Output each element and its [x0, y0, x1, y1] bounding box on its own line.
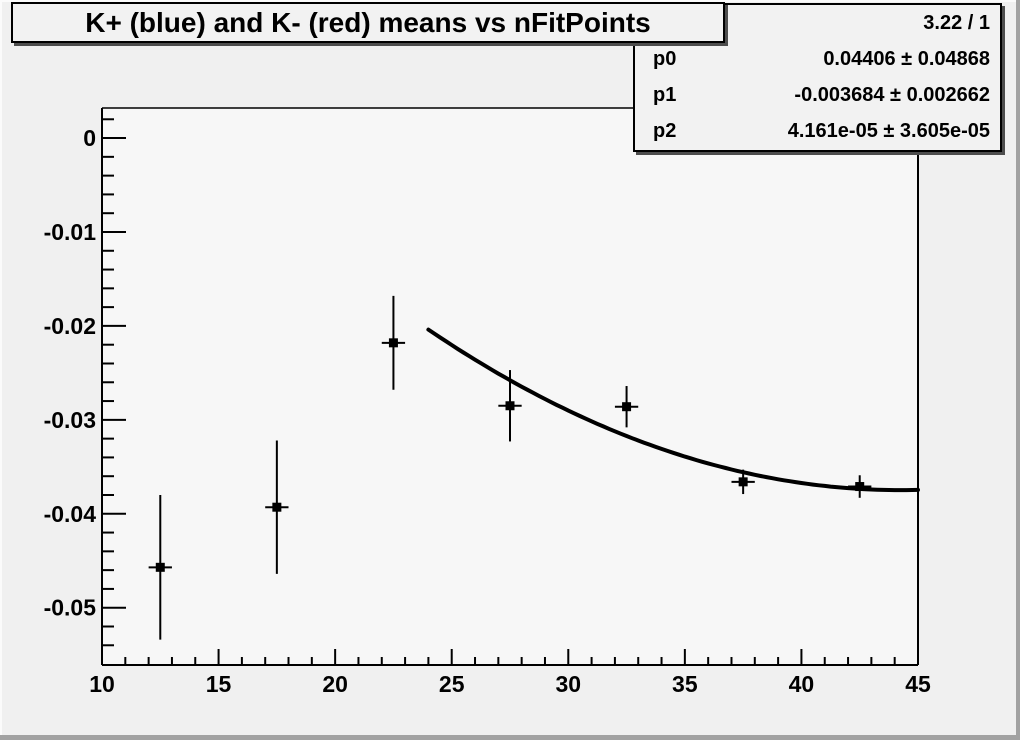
- x-tick-label: 25: [439, 671, 465, 697]
- fit-param-value-p1: -0.003684 ± 0.002662: [794, 84, 990, 107]
- data-point-marker: [155, 562, 165, 572]
- x-tick-label: 15: [206, 671, 232, 697]
- y-tick-label: -0.01: [44, 219, 97, 245]
- y-tick-label: -0.03: [44, 407, 96, 433]
- y-tick-label: 0: [83, 125, 96, 151]
- y-tick-label: -0.02: [44, 313, 96, 339]
- canvas-border-right: [1016, 0, 1020, 740]
- data-point-marker: [505, 401, 515, 411]
- y-tick-label: -0.04: [44, 501, 97, 527]
- data-point-marker: [738, 477, 748, 487]
- fit-param-name-p2: p2: [653, 120, 677, 143]
- stats-row-chi2: 3.22 / 1: [635, 5, 1000, 41]
- fit-stats-box[interactable]: 3.22 / 1 p0 0.04406 ± 0.04868 p1 -0.0036…: [633, 3, 1002, 152]
- plot-title: K+ (blue) and K- (red) means vs nFitPoin…: [85, 6, 651, 38]
- data-point-marker: [622, 402, 632, 412]
- fit-param-value-p0: 0.04406 ± 0.04868: [823, 47, 990, 70]
- x-tick-label: 10: [89, 671, 115, 697]
- stats-row-p1: p1 -0.003684 ± 0.002662: [635, 78, 1000, 114]
- data-point-marker: [855, 482, 865, 492]
- x-tick-label: 20: [322, 671, 348, 697]
- fit-param-name-p0: p0: [653, 47, 677, 70]
- x-tick-label: 40: [789, 671, 815, 697]
- data-point-marker: [388, 338, 398, 348]
- stats-row-p2: p2 4.161e-05 ± 3.605e-05: [635, 114, 1000, 150]
- x-tick-label: 30: [555, 671, 581, 697]
- x-tick-label: 35: [672, 671, 698, 697]
- canvas-border-bottom: [0, 735, 1020, 740]
- stats-row-p0: p0 0.04406 ± 0.04868: [635, 41, 1000, 77]
- chi2-ndf-value: 3.22 / 1: [923, 11, 990, 34]
- fit-param-name-p1: p1: [653, 84, 677, 107]
- canvas-border-top: [0, 0, 1020, 2]
- canvas-border-left: [0, 0, 2, 740]
- x-tick-label: 45: [905, 671, 931, 697]
- y-tick-label: -0.05: [44, 595, 97, 621]
- title-box[interactable]: K+ (blue) and K- (red) means vs nFitPoin…: [11, 2, 725, 43]
- fit-param-value-p2: 4.161e-05 ± 3.605e-05: [787, 120, 990, 143]
- data-point-marker: [272, 502, 282, 512]
